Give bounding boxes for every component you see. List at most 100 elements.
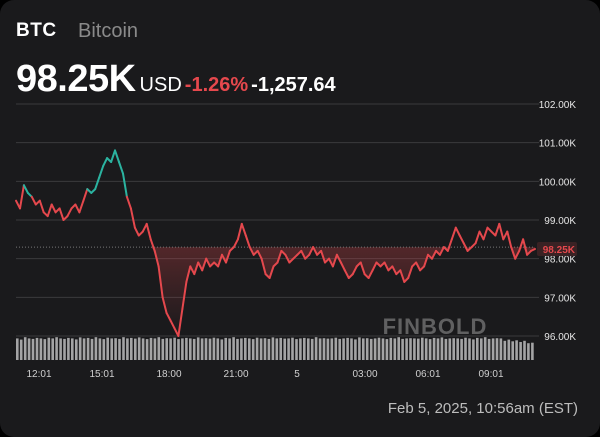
volume-bar [503,340,507,360]
volume-bar [185,337,188,360]
volume-bar [358,337,361,360]
volume-bar [267,338,271,360]
price-line-segment [530,248,536,252]
volume-bar [106,337,109,360]
price-line-segment [94,176,101,191]
volume-bar [200,338,204,360]
volume-bar [499,338,503,360]
volume-bar [189,338,192,360]
volume-bar [161,338,165,360]
volume-bar [90,338,94,360]
volume-bar [330,338,334,360]
price-line-segment [462,242,469,252]
price-line-segment [300,249,307,260]
volume-bar [173,337,176,360]
price-line-segment [201,257,208,272]
price-line-segment [383,261,390,272]
price-line-segment [232,238,239,249]
volume-bar [145,339,149,360]
volume-bar [31,338,35,360]
volume-bar [98,338,102,360]
volume-bar [177,339,180,360]
volume-bar [244,337,247,360]
price-line-segment [506,230,513,249]
volume-bar [527,343,530,360]
volume-bar [248,338,251,360]
price-line-segment [197,261,204,272]
volume-bar [365,338,369,360]
volume-bar [169,338,172,360]
currency-label: USD [139,74,182,96]
volume-bar [232,337,235,360]
volume-bar [251,339,255,360]
price-line-segment [482,226,489,241]
volume-bar [389,337,393,360]
price-line-segment [359,261,366,276]
price-line-segment [514,249,521,260]
volume-bar [354,339,357,360]
volume-bar [287,338,290,360]
volume-bar [153,338,157,360]
volume-bar [75,339,78,360]
volume-bar [130,337,133,360]
volume-bar [216,338,220,360]
volume-bar [413,338,416,360]
volume-bar [71,338,74,360]
price-line-segment [30,195,37,206]
volume-bar [208,338,212,360]
price-line-segment [205,257,212,268]
price-line-segment [153,249,160,268]
price-line-segment [474,230,481,245]
x-tick-label: 15:01 [89,369,114,380]
price-line-segment [114,149,120,163]
volume-bar [263,338,267,360]
price-line-segment [122,172,128,198]
volume-bar [59,338,62,360]
price-line-segment [339,261,346,272]
price-line-segment [165,311,172,322]
price-line-segment [169,319,176,330]
volume-bar [346,337,349,360]
price-line-segment [125,195,132,210]
timestamp: Feb 5, 2025, 10:56am (EST) [387,400,578,417]
price-line-segment [268,265,275,279]
price-line-segment [328,257,334,268]
volume-bar [114,338,117,360]
volume-bar [283,338,286,360]
volume-bar [224,337,227,360]
volume-bar [310,338,314,360]
volume-bar [428,339,432,360]
volume-bar [452,338,455,360]
price-line-segment [518,238,525,252]
volume-bar [405,338,408,360]
volume-bar [491,338,495,360]
price-line-segment [221,253,227,264]
price-line-segment [50,203,57,214]
ticker-symbol: BTC [16,20,57,41]
current-price-label: 98.25K [543,245,576,256]
volume-bar [476,337,479,360]
price-line-segment [78,199,85,214]
volume-bar [480,338,483,360]
volume-bar [456,338,459,360]
current-price: 98.25K [16,58,136,100]
volume-bar [16,338,19,360]
current-price-tag [537,242,577,256]
volume-bar [110,338,113,360]
price-line-segment [343,269,350,279]
asset-name: Bitcoin [78,20,139,42]
price-line-segment [260,257,267,276]
volume-bar [51,338,54,360]
volume-bar [362,338,365,360]
price-line-segment [66,207,73,218]
volume-bar [35,337,39,360]
volume-bar [126,338,129,360]
price-line-segment [217,253,223,268]
price-line-segment [478,230,485,241]
price-line-segment [351,265,358,276]
y-tick-label: 97.00K [544,293,576,304]
price-line-segment [407,265,414,279]
price-line-segment [185,265,192,283]
price-line-segment [522,238,529,256]
